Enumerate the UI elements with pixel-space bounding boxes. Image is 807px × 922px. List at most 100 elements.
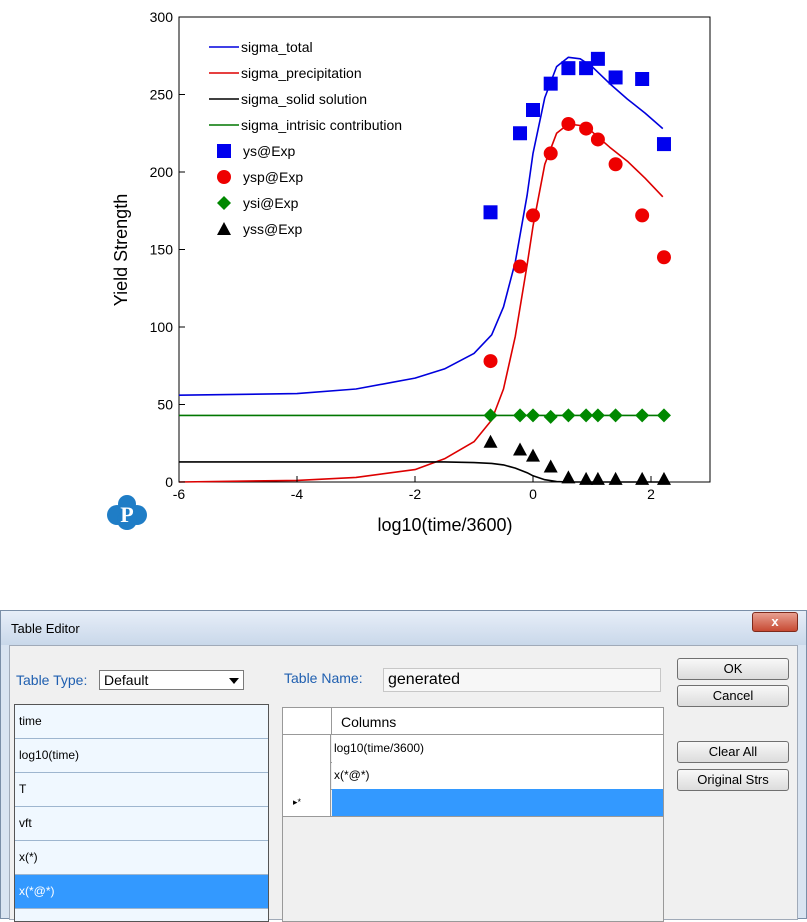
data-point-6 bbox=[608, 408, 623, 423]
yield-strength-chart: -6 -4 -2 0 2 0 50 100 150 200 250 300 log10(time/36… bbox=[107, 9, 711, 535]
grid-cell[interactable]: log10(time/3600) bbox=[332, 735, 663, 762]
data-point-5 bbox=[513, 259, 528, 274]
grid-row[interactable]: ▸* bbox=[283, 789, 663, 817]
data-point-5 bbox=[543, 146, 558, 161]
y-tick-label: 150 bbox=[150, 242, 174, 258]
table-name-value: generated bbox=[388, 671, 461, 688]
ok-button[interactable]: OK bbox=[677, 658, 789, 680]
data-point-6 bbox=[483, 408, 498, 423]
row-header[interactable] bbox=[283, 762, 331, 789]
table-type-label: Table Type: bbox=[16, 672, 88, 688]
legend-label-2: sigma_solid solution bbox=[241, 91, 367, 107]
grid-row[interactable]: log10(time/3600) bbox=[283, 735, 663, 763]
close-button[interactable]: x bbox=[752, 612, 798, 632]
x-tick-label: -4 bbox=[291, 486, 304, 502]
y-tick-label: 0 bbox=[165, 474, 173, 490]
data-point-7 bbox=[608, 471, 623, 485]
variable-list-item[interactable]: time bbox=[15, 705, 268, 739]
variable-list-item[interactable]: x(*@*) bbox=[15, 875, 268, 909]
data-point-5 bbox=[608, 157, 623, 172]
legend-label-1: sigma_precipitation bbox=[241, 65, 362, 81]
table-name-input[interactable]: generated bbox=[383, 668, 661, 692]
data-point-6 bbox=[590, 408, 605, 423]
data-point-5 bbox=[579, 121, 594, 136]
data-point-6 bbox=[579, 408, 594, 423]
legend-label-7: yss@Exp bbox=[243, 221, 303, 237]
data-point-6 bbox=[526, 408, 540, 423]
pandat-logo: P bbox=[107, 495, 147, 530]
series-line-1 bbox=[178, 123, 664, 483]
plot-frame bbox=[178, 16, 711, 483]
data-point-4 bbox=[526, 103, 540, 117]
data-point-5 bbox=[561, 116, 576, 131]
data-point-5 bbox=[656, 250, 671, 265]
x-axis-title: log10(time/3600) bbox=[377, 515, 512, 535]
grid-cell[interactable]: x(*@*) bbox=[332, 762, 663, 789]
data-point-6 bbox=[656, 408, 671, 423]
y-tick-label: 200 bbox=[150, 164, 174, 180]
row-header[interactable]: ▸* bbox=[283, 789, 331, 816]
data-point-6 bbox=[513, 408, 528, 423]
data-point-4 bbox=[483, 205, 498, 220]
table-name-label: Table Name: bbox=[284, 670, 363, 686]
legend-swatch-6 bbox=[217, 196, 231, 210]
data-point-6 bbox=[635, 408, 650, 423]
legend-swatch-7 bbox=[217, 222, 231, 235]
data-point-4 bbox=[590, 51, 605, 66]
x-tick-label: -6 bbox=[173, 486, 186, 502]
legend-label-3: sigma_intrisic contribution bbox=[241, 117, 402, 133]
cancel-button[interactable]: Cancel bbox=[677, 685, 789, 707]
legend-label-6: ysi@Exp bbox=[243, 195, 299, 211]
legend-label-0: sigma_total bbox=[241, 39, 313, 55]
data-point-5 bbox=[590, 132, 605, 147]
legend-label-5: ysp@Exp bbox=[243, 169, 303, 185]
data-point-7 bbox=[483, 434, 498, 448]
grid-header-corner bbox=[283, 708, 332, 734]
variable-list-item[interactable]: T bbox=[15, 773, 268, 807]
data-point-4 bbox=[635, 72, 650, 86]
dialog-client: Table Type: Default Table Name: generate… bbox=[9, 645, 798, 922]
data-point-7 bbox=[543, 459, 558, 473]
data-point-7 bbox=[579, 471, 594, 485]
x-tick-label: -2 bbox=[409, 486, 422, 502]
data-point-7 bbox=[656, 471, 671, 485]
data-point-5 bbox=[483, 354, 498, 369]
data-point-7 bbox=[590, 471, 605, 485]
dialog-titlebar[interactable]: Table Editor x bbox=[1, 611, 806, 645]
row-header[interactable] bbox=[283, 735, 331, 762]
grid-header: Columns bbox=[283, 708, 663, 735]
data-point-5 bbox=[635, 208, 650, 223]
data-point-4 bbox=[513, 126, 528, 141]
data-point-7 bbox=[513, 442, 528, 456]
chevron-down-icon bbox=[229, 678, 239, 684]
grid-cell[interactable] bbox=[332, 789, 663, 816]
x-tick-label: 0 bbox=[529, 486, 537, 502]
legend-swatch-4 bbox=[217, 144, 231, 158]
y-tick-label: 250 bbox=[150, 87, 174, 103]
data-point-7 bbox=[526, 448, 540, 462]
variable-list-item[interactable]: vft bbox=[15, 807, 268, 841]
original-strs-button[interactable]: Original Strs bbox=[677, 769, 789, 791]
data-point-4 bbox=[579, 61, 594, 76]
data-point-7 bbox=[561, 470, 576, 484]
columns-grid[interactable]: Columns log10(time/3600) x(*@*) ▸* bbox=[282, 707, 664, 922]
data-point-4 bbox=[543, 76, 558, 91]
series-line-0 bbox=[178, 56, 664, 396]
grid-row[interactable]: x(*@*) bbox=[283, 762, 663, 790]
data-point-7 bbox=[635, 471, 650, 485]
y-tick-label: 50 bbox=[157, 397, 173, 413]
y-tick-label: 100 bbox=[150, 319, 174, 335]
data-point-4 bbox=[608, 70, 623, 85]
data-point-4 bbox=[656, 137, 671, 152]
table-type-value: Default bbox=[104, 672, 149, 688]
variable-list-item[interactable]: log10(time) bbox=[15, 739, 268, 773]
data-point-6 bbox=[561, 408, 576, 423]
legend-label-4: ys@Exp bbox=[243, 143, 296, 159]
y-tick-label: 300 bbox=[150, 9, 174, 25]
variable-list-item[interactable]: x(*) bbox=[15, 841, 268, 875]
data-point-6 bbox=[543, 409, 558, 424]
clear-all-button[interactable]: Clear All bbox=[677, 741, 789, 763]
grid-header-label: Columns bbox=[341, 714, 397, 730]
table-type-select[interactable]: Default bbox=[99, 670, 244, 690]
